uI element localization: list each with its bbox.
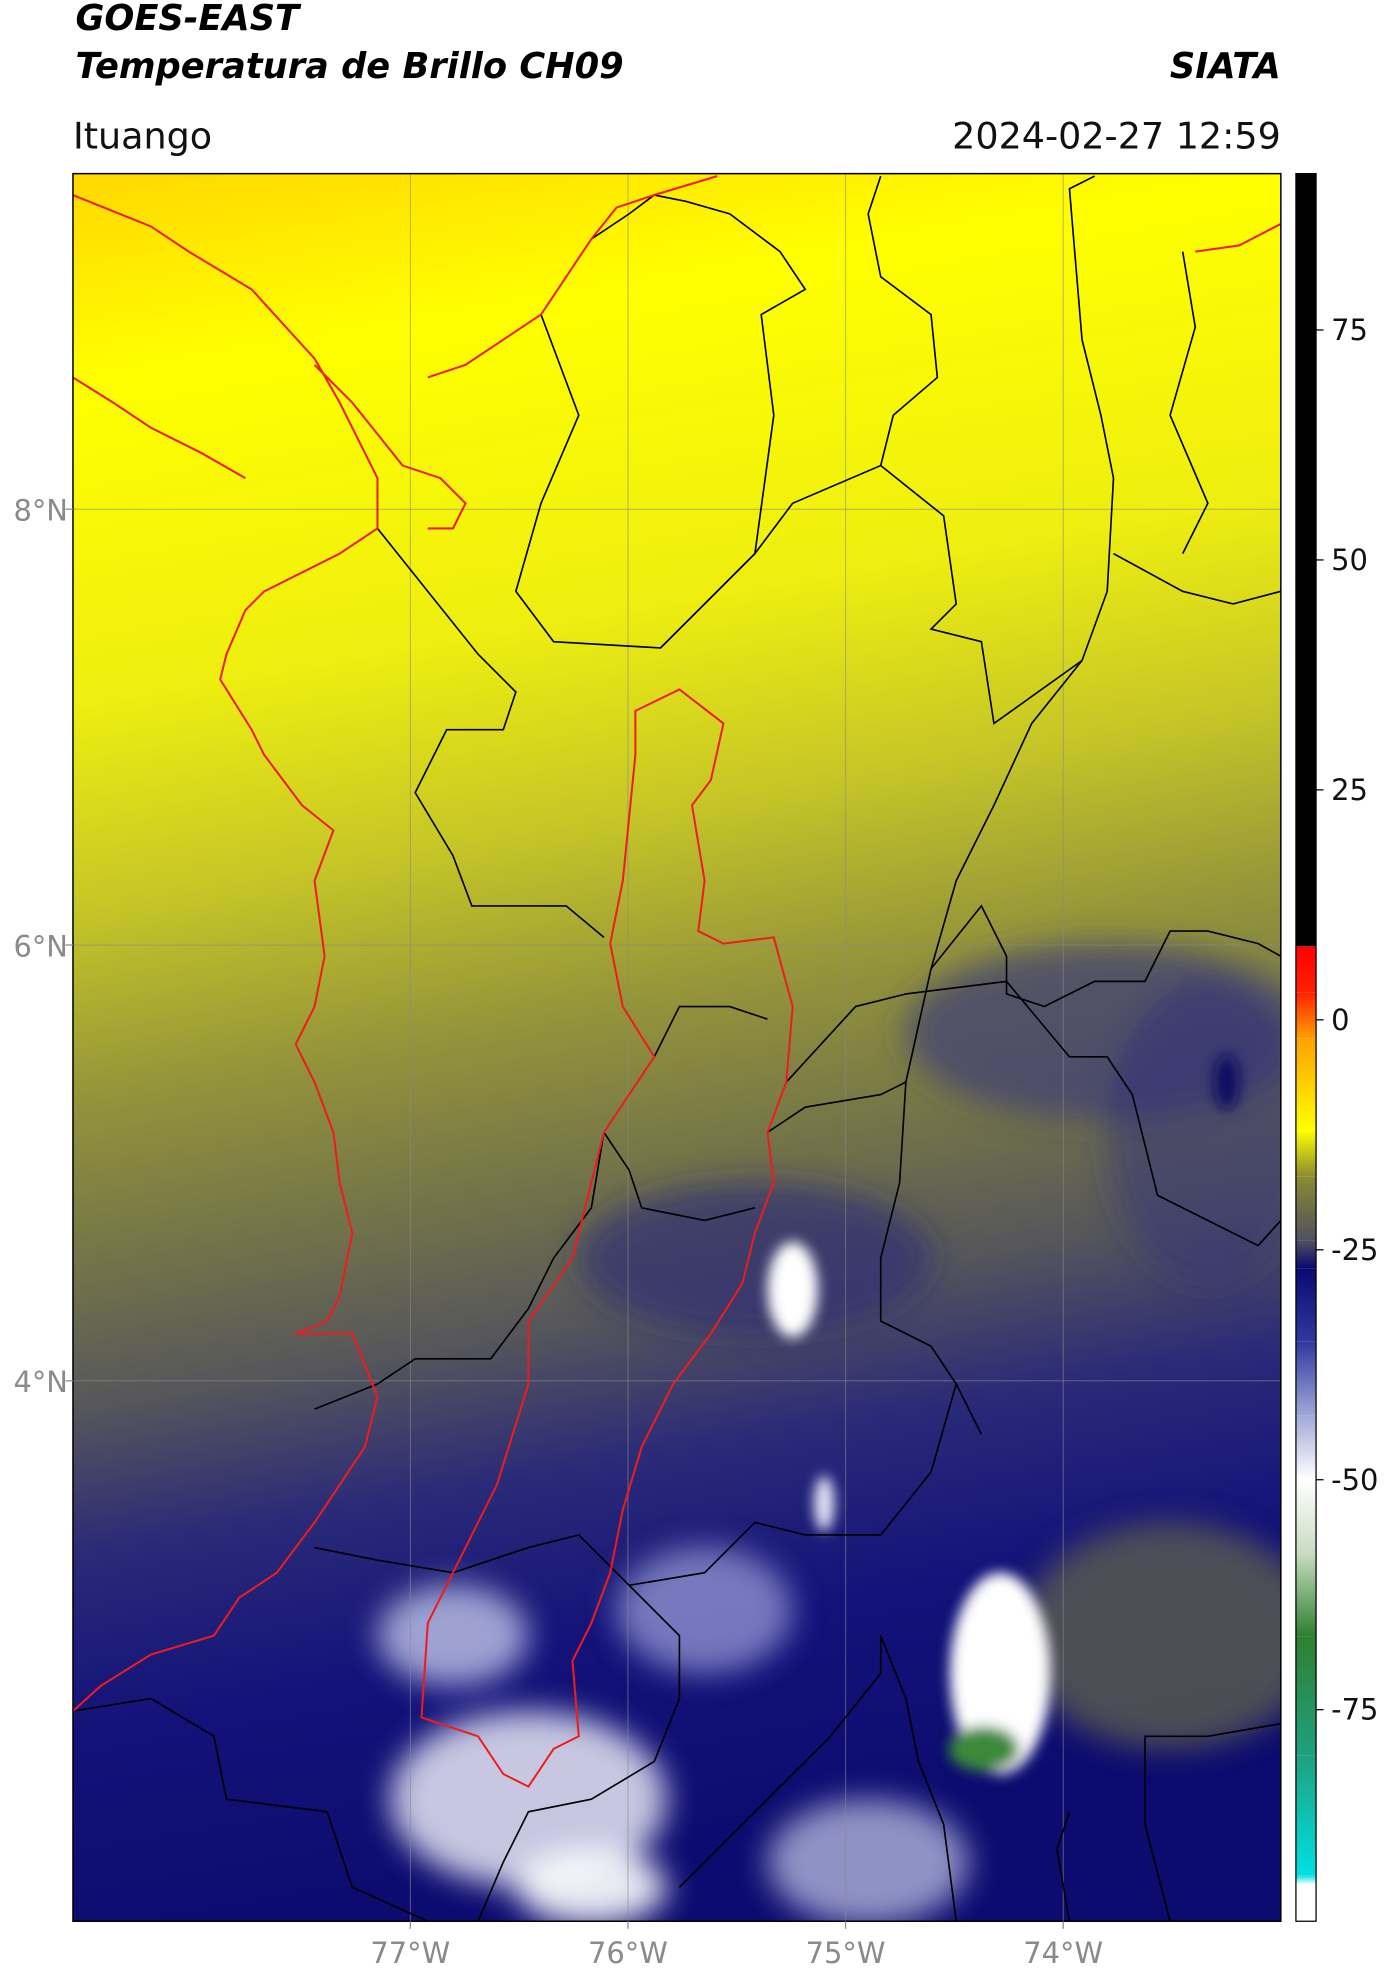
colorbar-segment — [1295, 1636, 1317, 1756]
colorbar-segment — [1295, 1240, 1317, 1269]
colorbar-segment — [1295, 1268, 1317, 1342]
colorbar: 75 50 25 0 -25 -50 -75 — [1295, 172, 1378, 1922]
colorbar-segment — [1295, 1479, 1317, 1554]
region: Ituango — [73, 114, 212, 157]
graticule — [72, 173, 1281, 1922]
coastline-and-basin — [72, 175, 1281, 1788]
admin-boundaries — [72, 175, 1281, 1922]
x-tick-label: 74°W — [1023, 1936, 1103, 1970]
colorbar-segment — [1295, 946, 1317, 993]
colorbar-tick-label: -25 — [1331, 1233, 1378, 1267]
colorbar-tick-label: 0 — [1331, 1003, 1349, 1037]
title: GOES-EAST — [75, 0, 302, 39]
cloud-field — [377, 943, 1281, 1922]
colorbar-segment — [1295, 1176, 1317, 1241]
map-area — [72, 173, 1281, 1922]
map-frame — [72, 172, 1282, 1922]
x-tick-label: 75°W — [806, 1936, 886, 1970]
colorbar-segment — [1295, 1875, 1317, 1885]
colorbar-segment — [1295, 1415, 1317, 1480]
colorbar-segment — [1295, 1884, 1317, 1922]
source: SIATA — [1170, 46, 1281, 87]
colorbar-segment — [1295, 1341, 1317, 1416]
subtitle: Temperatura de Brillo CH09 — [75, 46, 623, 87]
timestamp: 2024-02-27 12:59 — [952, 114, 1281, 157]
colorbar-segment — [1295, 1755, 1317, 1876]
colorbar-frame — [1295, 172, 1317, 1922]
colorbar-segment — [1295, 173, 1317, 947]
colorbar-tick-label: -75 — [1331, 1693, 1378, 1727]
colorbar-tick-label: 75 — [1331, 313, 1368, 347]
cold-tops — [767, 1054, 1240, 1775]
y-tick-label: 6°N — [13, 929, 68, 963]
colorbar-tick-label: 25 — [1331, 773, 1368, 807]
x-tick-label: 76°W — [588, 1936, 668, 1970]
colorbar-tick-label: 50 — [1331, 543, 1368, 577]
colorbar-segment — [1295, 1130, 1317, 1177]
y-tick-label: 8°N — [13, 494, 68, 528]
colorbar-segment — [1295, 992, 1317, 1039]
colorbar-segment — [1295, 1553, 1317, 1637]
colorbar-segment — [1295, 1038, 1317, 1131]
colorbar-tick-label: -50 — [1331, 1463, 1378, 1497]
map-axes: 77°W 76°W 75°W 74°W 8°N 6°N 4°N — [13, 494, 1103, 1970]
y-tick-label: 4°N — [13, 1365, 68, 1399]
x-tick-label: 77°W — [370, 1936, 450, 1970]
